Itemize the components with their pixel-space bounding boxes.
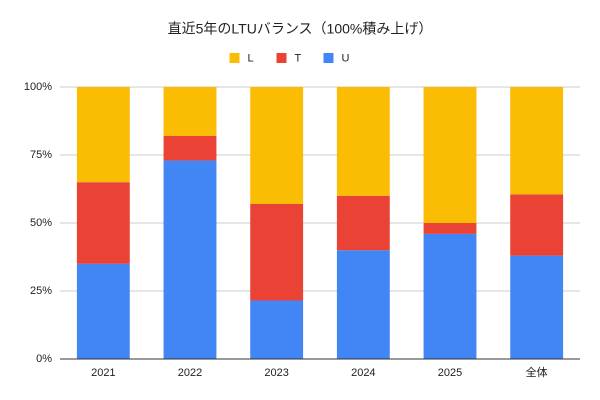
bar-segment (336, 250, 390, 359)
y-tick-label: 75% (30, 149, 52, 161)
legend-swatch (229, 53, 240, 63)
bar-segment (336, 195, 390, 251)
bar-segment (76, 182, 130, 264)
bar-segment (76, 263, 130, 359)
bar-segment (423, 223, 477, 234)
bar-segment (250, 300, 304, 359)
x-tick-label: 2022 (178, 367, 202, 379)
bar-segment (510, 194, 564, 256)
bar-segment (423, 87, 477, 223)
legend-swatch (323, 53, 334, 63)
y-tick-label: 0% (36, 353, 52, 365)
y-tick-label: 25% (30, 285, 52, 297)
legend-label: L (248, 52, 254, 64)
bar-segment (163, 135, 217, 161)
bar-segment (250, 87, 304, 204)
bar-segment (336, 87, 390, 196)
chart-title: 直近5年のLTUバランス（100%積み上げ） (168, 21, 433, 37)
x-tick-label: 2021 (91, 367, 115, 379)
bar-segment (423, 233, 477, 359)
bar-segment (510, 255, 564, 359)
y-tick-label: 50% (30, 217, 52, 229)
legend-label: T (295, 52, 302, 64)
bar-segment (250, 203, 304, 301)
bar-segment (163, 160, 217, 359)
y-tick-label: 100% (24, 81, 52, 93)
bar-segment (76, 87, 130, 183)
bar-segment (510, 87, 564, 195)
bar-segment (163, 87, 217, 136)
x-tick-label: 2023 (264, 367, 288, 379)
legend-label: U (342, 52, 350, 64)
x-tick-label: 2024 (351, 367, 375, 379)
x-tick-label: 全体 (526, 365, 548, 379)
x-tick-label: 2025 (438, 367, 462, 379)
legend-swatch (276, 53, 287, 63)
